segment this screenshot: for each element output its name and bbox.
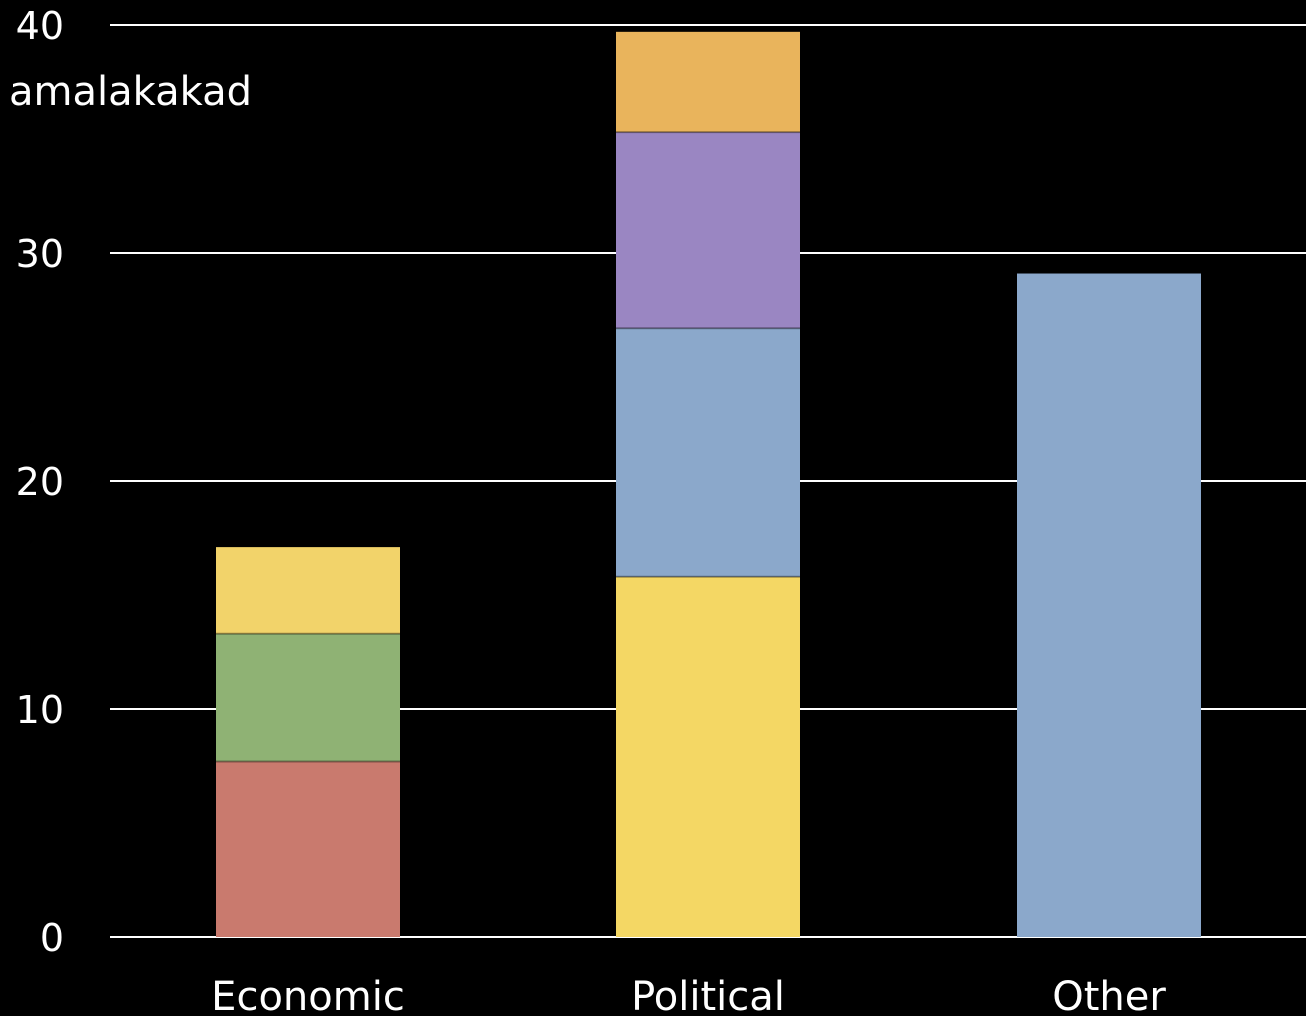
bar-segment-economic-2 (216, 547, 400, 634)
bar-segment-political-1 (616, 328, 800, 577)
y-tick-label: 40 (16, 4, 64, 48)
x-category-label: Economic (211, 974, 405, 1016)
bar-segment-political-0 (616, 576, 800, 937)
bar-segment-other-0 (1017, 273, 1201, 937)
y-tick-label: 10 (16, 688, 64, 732)
bar-segment-political-3 (616, 31, 800, 133)
y-tick-label: 20 (16, 460, 64, 504)
x-category-labels: Economic Political Other (211, 974, 1166, 1016)
bar-segment-economic-1 (216, 633, 400, 762)
y-tick-labels: 0 10 20 30 40 (16, 4, 64, 960)
bars (216, 31, 1201, 937)
y-tick-label: 0 (40, 916, 64, 960)
bar-segment-economic-0 (216, 761, 400, 937)
bar-segment-political-2 (616, 132, 800, 329)
y-axis-label: amalakakad (9, 69, 252, 115)
x-category-label: Other (1052, 974, 1166, 1016)
x-category-label: Political (631, 974, 785, 1016)
y-tick-label: 30 (16, 232, 64, 276)
